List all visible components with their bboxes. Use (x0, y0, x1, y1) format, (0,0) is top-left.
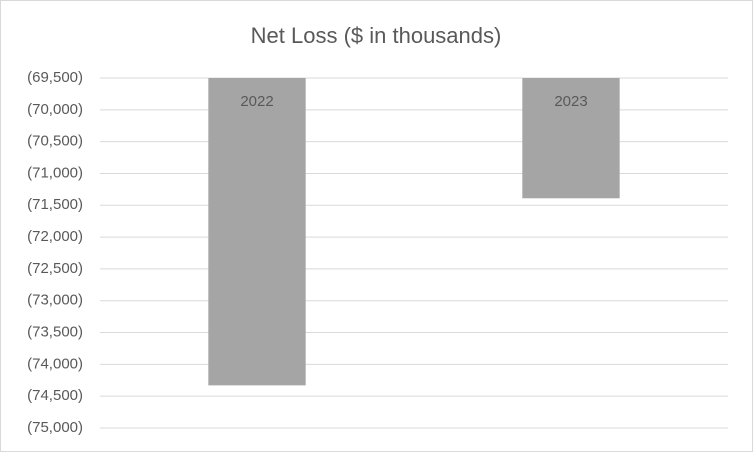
y-tick-label: (71,000) (27, 164, 83, 181)
y-tick-label: (75,000) (27, 419, 83, 436)
bar (522, 78, 620, 199)
y-tick-label: (73,000) (27, 292, 83, 309)
y-tick-label: (72,500) (27, 260, 83, 277)
chart-title: Net Loss ($ in thousands) (251, 23, 502, 48)
y-tick-label: (74,000) (27, 355, 83, 372)
y-tick-label: (71,500) (27, 196, 83, 213)
category-label: 2023 (554, 93, 587, 110)
bar (208, 78, 306, 386)
y-tick-label: (74,500) (27, 387, 83, 404)
y-tick-label: (70,000) (27, 101, 83, 118)
y-tick-label: (72,000) (27, 228, 83, 245)
y-tick-label: (73,500) (27, 324, 83, 341)
y-tick-label: (70,500) (27, 133, 83, 150)
category-label: 2022 (240, 93, 273, 110)
y-tick-label: (69,500) (27, 69, 83, 86)
